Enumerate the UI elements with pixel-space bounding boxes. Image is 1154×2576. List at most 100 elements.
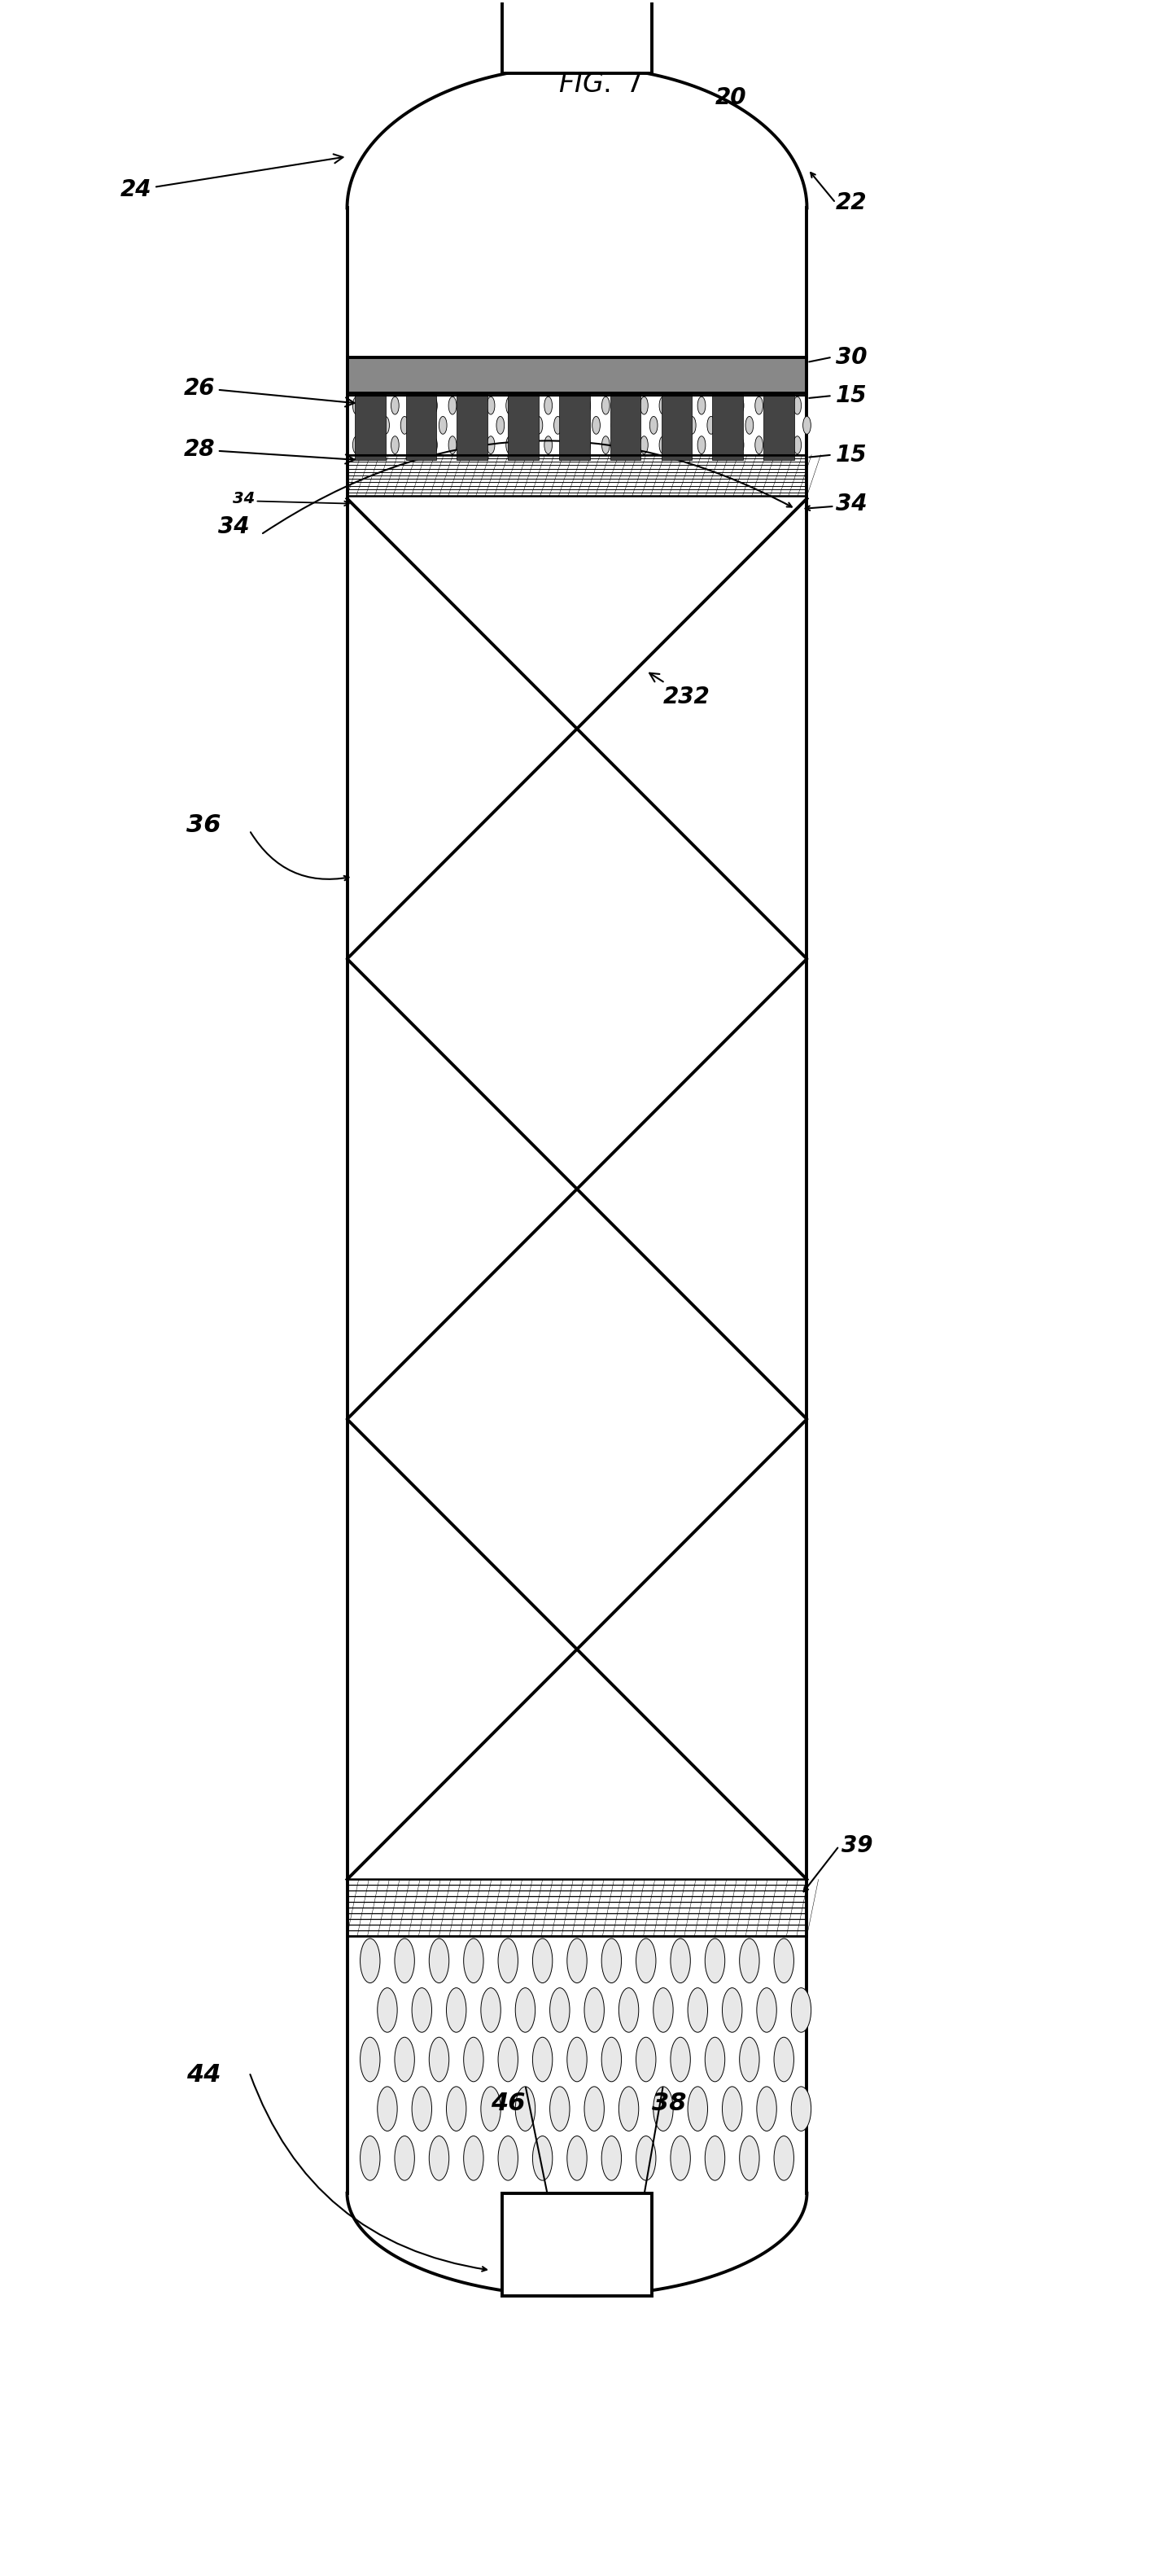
Circle shape (567, 2136, 587, 2179)
Circle shape (601, 1940, 621, 1984)
Circle shape (688, 1989, 707, 2032)
Circle shape (410, 435, 418, 453)
Text: 30: 30 (835, 345, 867, 368)
Circle shape (583, 435, 591, 453)
Circle shape (516, 417, 524, 435)
Circle shape (717, 397, 725, 415)
Circle shape (567, 1940, 587, 1984)
Circle shape (487, 397, 495, 415)
Circle shape (612, 417, 620, 435)
Circle shape (464, 1940, 484, 1984)
Circle shape (554, 417, 562, 435)
Circle shape (784, 417, 792, 435)
Circle shape (382, 417, 389, 435)
Circle shape (429, 1940, 449, 1984)
Bar (610, 394, 640, 461)
Circle shape (391, 435, 399, 453)
Circle shape (505, 397, 514, 415)
Text: 34: 34 (218, 515, 249, 538)
Circle shape (697, 435, 705, 453)
Circle shape (653, 2087, 673, 2130)
Circle shape (499, 1940, 518, 1984)
Circle shape (670, 2136, 690, 2179)
Circle shape (745, 417, 754, 435)
Circle shape (601, 397, 609, 415)
Circle shape (601, 2136, 621, 2179)
Circle shape (630, 417, 638, 435)
Bar (712, 394, 743, 461)
Circle shape (391, 397, 399, 415)
Circle shape (755, 397, 763, 415)
Circle shape (505, 435, 514, 453)
Circle shape (447, 2087, 466, 2130)
Circle shape (449, 435, 457, 453)
Text: 34: 34 (835, 492, 867, 515)
Circle shape (722, 1989, 742, 2032)
Circle shape (410, 397, 418, 415)
Circle shape (420, 417, 428, 435)
Circle shape (601, 435, 609, 453)
Circle shape (533, 2038, 553, 2081)
Text: 28: 28 (183, 438, 354, 464)
Circle shape (619, 2087, 638, 2130)
Circle shape (429, 2136, 449, 2179)
Circle shape (525, 397, 533, 415)
Circle shape (640, 435, 649, 453)
Circle shape (774, 435, 782, 453)
Circle shape (429, 397, 437, 415)
Text: $FIG.\ 7$: $FIG.\ 7$ (559, 72, 642, 98)
Circle shape (792, 2087, 811, 2130)
Bar (354, 394, 385, 461)
Circle shape (574, 417, 580, 435)
Circle shape (584, 2087, 605, 2130)
Text: 46: 46 (490, 2092, 525, 2115)
Circle shape (429, 435, 437, 453)
Circle shape (583, 397, 591, 415)
Circle shape (659, 435, 667, 453)
Circle shape (659, 397, 667, 415)
Bar (347, 358, 807, 394)
Circle shape (372, 435, 380, 453)
Circle shape (534, 417, 542, 435)
Circle shape (621, 397, 629, 415)
Circle shape (726, 417, 734, 435)
Circle shape (377, 2087, 397, 2130)
Circle shape (377, 1989, 397, 2032)
Circle shape (688, 2087, 707, 2130)
Circle shape (467, 435, 475, 453)
Circle shape (722, 2087, 742, 2130)
Circle shape (362, 417, 370, 435)
Circle shape (563, 397, 571, 415)
Circle shape (439, 417, 447, 435)
Bar (502, 0, 652, 75)
Text: 15: 15 (835, 443, 867, 466)
Circle shape (499, 2136, 518, 2179)
Circle shape (533, 1940, 553, 1984)
Circle shape (478, 417, 485, 435)
Circle shape (705, 2038, 725, 2081)
Circle shape (740, 2136, 759, 2179)
Text: 36: 36 (186, 814, 220, 837)
Circle shape (697, 397, 705, 415)
Circle shape (353, 397, 361, 415)
Circle shape (467, 397, 475, 415)
Circle shape (650, 417, 658, 435)
Circle shape (549, 2087, 570, 2130)
Circle shape (736, 397, 744, 415)
Circle shape (705, 2136, 725, 2179)
Circle shape (679, 435, 687, 453)
Bar (457, 394, 488, 461)
Circle shape (774, 1940, 794, 1984)
Circle shape (792, 1989, 811, 2032)
Circle shape (636, 1940, 655, 1984)
Circle shape (740, 1940, 759, 1984)
Circle shape (670, 2038, 690, 2081)
Circle shape (793, 397, 801, 415)
Circle shape (429, 2038, 449, 2081)
Circle shape (458, 417, 466, 435)
Circle shape (372, 397, 380, 415)
Circle shape (765, 417, 772, 435)
Circle shape (360, 1940, 380, 1984)
Text: 34: 34 (233, 492, 255, 507)
Circle shape (481, 1989, 501, 2032)
